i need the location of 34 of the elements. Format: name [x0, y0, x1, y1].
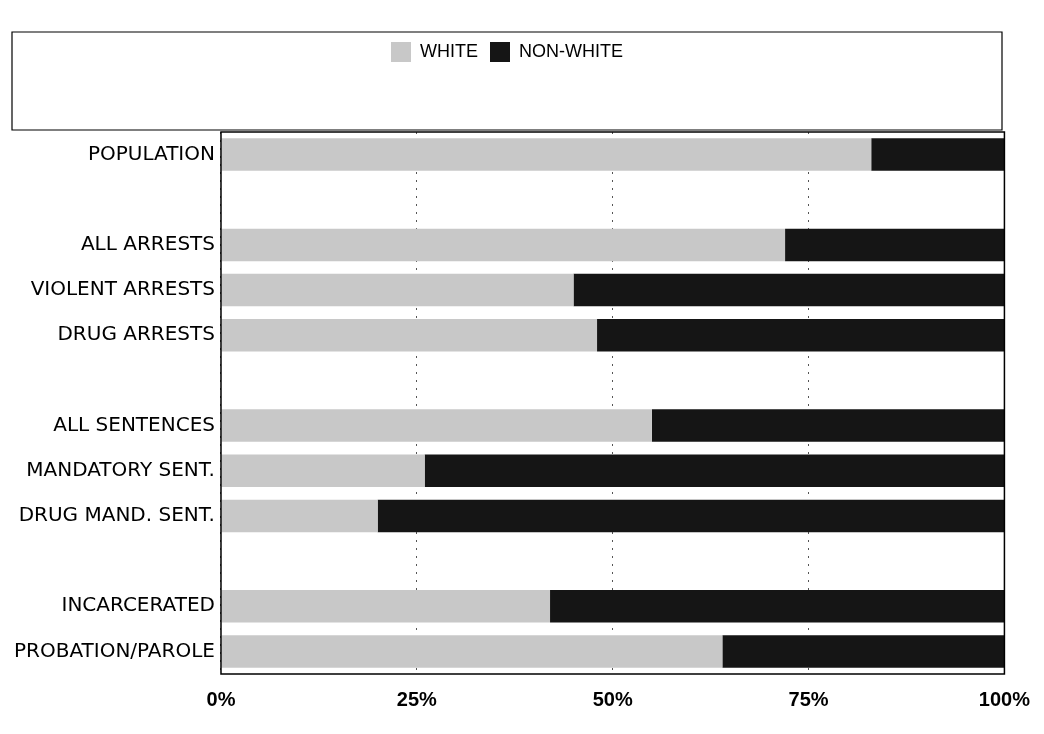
bar	[221, 409, 652, 442]
bar	[722, 635, 1005, 668]
x-tick-label: 100%	[978, 687, 1031, 710]
y-tick-label: PROBATION/PAROLE	[13, 637, 215, 662]
bar	[377, 499, 1005, 533]
x-tick-label: 75%	[788, 687, 829, 710]
bar	[221, 138, 872, 171]
bar	[221, 635, 723, 668]
bar	[785, 228, 1005, 262]
y-tick-label: INCARCERATED	[61, 592, 215, 617]
x-tick-label: 0%	[206, 687, 236, 710]
y-tick-label: VIOLENT ARRESTS	[30, 276, 215, 301]
bar	[221, 589, 551, 623]
x-tick-label: 50%	[592, 687, 633, 710]
legend-label: WHITE	[420, 40, 479, 61]
y-tick-label: ALL ARRESTS	[80, 231, 215, 256]
bar	[221, 228, 786, 262]
bar	[221, 273, 574, 307]
y-tick-label: DRUG ARRESTS	[57, 321, 215, 346]
bar	[221, 499, 378, 533]
bar	[221, 318, 598, 352]
bar	[597, 318, 1005, 352]
bar	[221, 454, 425, 488]
bar	[424, 454, 1005, 488]
legend-label: NON-WHITE	[519, 40, 623, 61]
bar	[573, 273, 1005, 307]
y-tick-label: ALL SENTENCES	[53, 411, 215, 436]
bar	[651, 409, 1005, 442]
y-tick-label: MANDATORY SENT.	[26, 456, 215, 481]
x-tick-label: 25%	[396, 687, 438, 710]
y-tick-label: DRUG MAND. SENT.	[18, 502, 215, 527]
y-tick-label: POPULATION	[87, 140, 215, 165]
bar	[871, 138, 1005, 171]
bar	[550, 589, 1005, 623]
